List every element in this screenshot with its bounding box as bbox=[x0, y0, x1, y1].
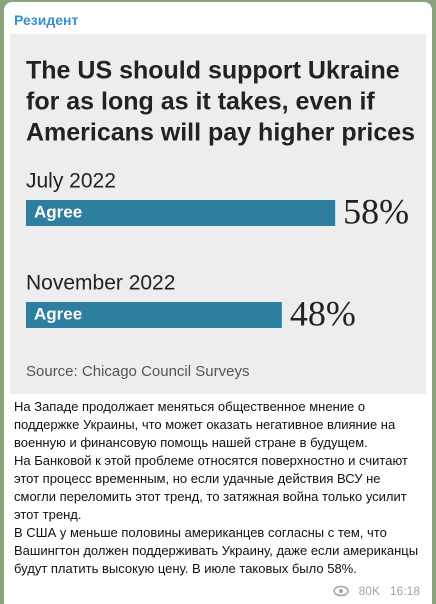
meta: 80K 16:18 bbox=[332, 584, 420, 598]
paragraph: В США у меньше половины американцев согл… bbox=[14, 525, 419, 576]
bar bbox=[26, 200, 336, 226]
bar-label: Agree bbox=[34, 304, 82, 323]
image-title: The US should support Ukraine bbox=[26, 57, 400, 85]
group-label: November 2022 bbox=[26, 272, 175, 295]
bar-label: Agree bbox=[34, 202, 82, 221]
source: Source: Chicago Council Surveys bbox=[26, 363, 249, 380]
views-icon bbox=[332, 585, 349, 597]
views: 80K bbox=[358, 584, 380, 598]
bar bbox=[26, 302, 282, 328]
time: 16:18 bbox=[389, 584, 420, 598]
value-label: 58% bbox=[343, 191, 409, 231]
image-title: Americans will pay higher prices bbox=[26, 119, 415, 147]
paragraph: На Западе продолжает меняться общественн… bbox=[14, 399, 396, 450]
post-text: На Западе продолжает меняться общественн… bbox=[14, 398, 424, 578]
post-image[interactable]: The US should support Ukraine for as long… bbox=[10, 34, 426, 394]
paragraph: На Банковой к этой проблеме относятся по… bbox=[14, 453, 408, 522]
value-label: 48% bbox=[290, 293, 356, 333]
message: Резидент The US should support Ukraine fo… bbox=[4, 2, 432, 604]
group-label: July 2022 bbox=[26, 170, 116, 193]
image-title: for as long as it takes, even if bbox=[26, 88, 375, 116]
channel-name[interactable]: Резидент bbox=[14, 12, 79, 28]
